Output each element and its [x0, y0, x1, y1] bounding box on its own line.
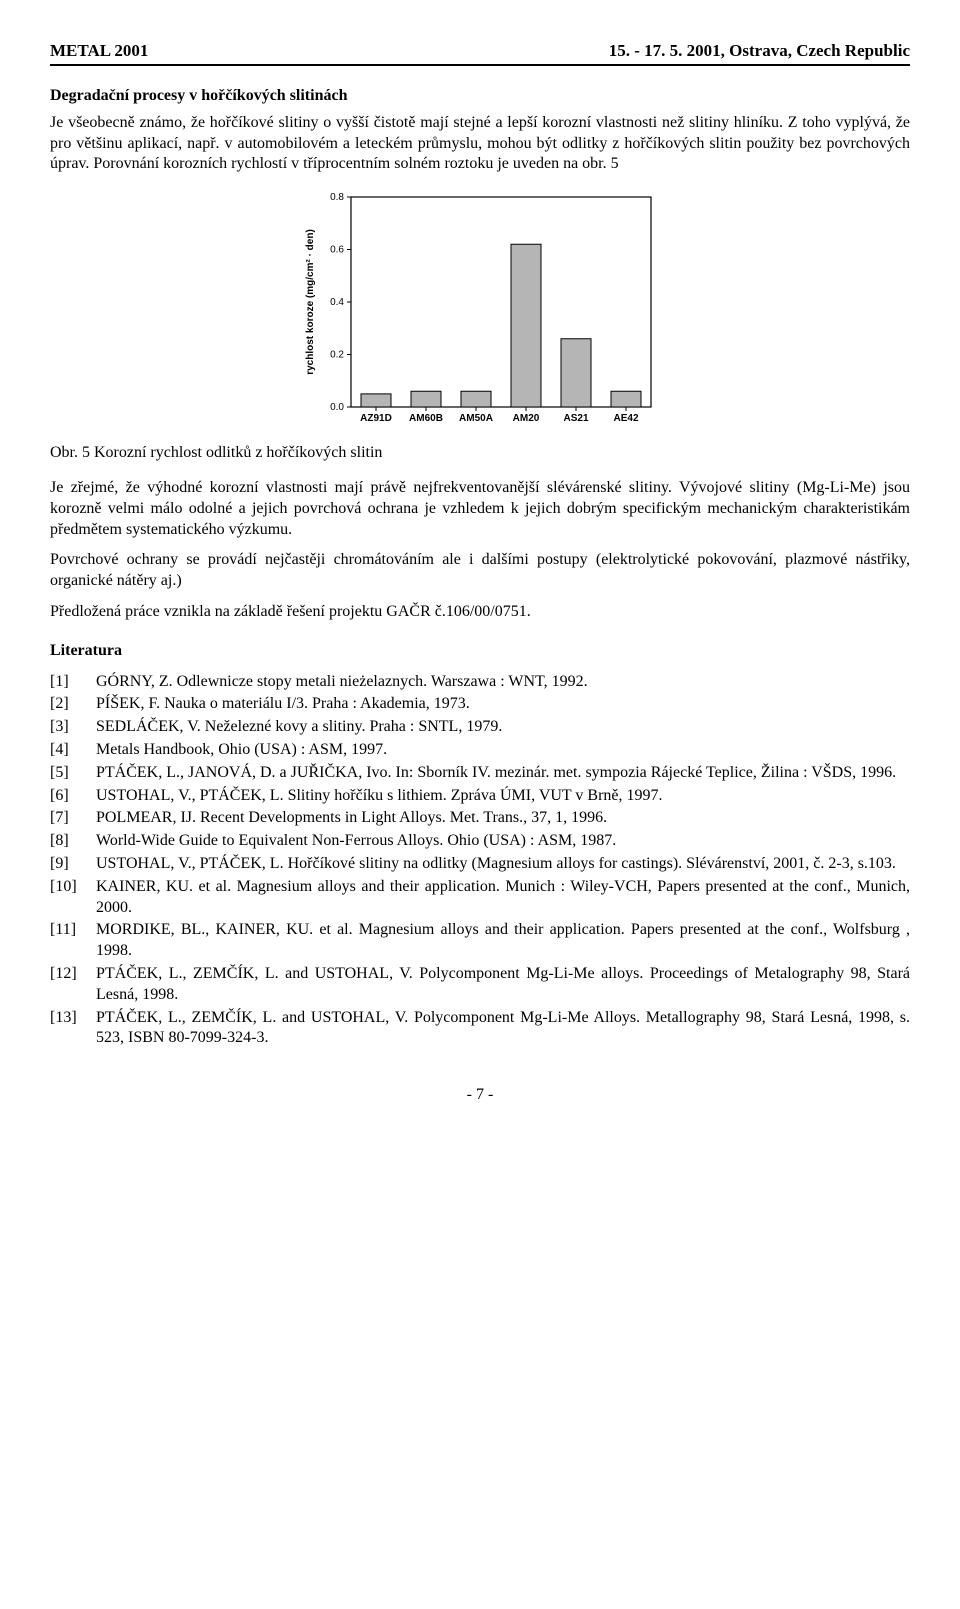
reference-number: [2] — [50, 694, 96, 715]
svg-text:0.8: 0.8 — [330, 192, 344, 203]
reference-number: [6] — [50, 786, 96, 807]
paragraph-2: Je zřejmé, že výhodné korozní vlastnosti… — [50, 478, 910, 540]
reference-item: [11]MORDIKE, BL., KAINER, KU. et al. Mag… — [50, 920, 910, 962]
reference-text: PTÁČEK, L., JANOVÁ, D. a JUŘIČKA, Ivo. I… — [96, 763, 910, 784]
reference-item: [9]USTOHAL, V., PTÁČEK, L. Hořčíkové sli… — [50, 854, 910, 875]
literature-heading: Literatura — [50, 641, 910, 662]
reference-text: Metals Handbook, Ohio (USA) : ASM, 1997. — [96, 740, 910, 761]
svg-text:0.6: 0.6 — [330, 245, 344, 256]
reference-item: [5]PTÁČEK, L., JANOVÁ, D. a JUŘIČKA, Ivo… — [50, 763, 910, 784]
reference-item: [7]POLMEAR, IJ. Recent Developments in L… — [50, 808, 910, 829]
reference-number: [8] — [50, 831, 96, 852]
svg-text:0.4: 0.4 — [330, 297, 344, 308]
reference-text: SEDLÁČEK, V. Neželezné kovy a slitiny. P… — [96, 717, 910, 738]
figure-caption: Obr. 5 Korozní rychlost odlitků z hořčík… — [50, 443, 910, 464]
svg-text:AM20: AM20 — [513, 413, 540, 424]
svg-text:rychlost koroze (mg/cm² · den): rychlost koroze (mg/cm² · den) — [305, 229, 316, 375]
reference-text: PTÁČEK, L., ZEMČÍK, L. and USTOHAL, V. P… — [96, 964, 910, 1006]
svg-text:0.2: 0.2 — [330, 350, 344, 361]
reference-text: USTOHAL, V., PTÁČEK, L. Slitiny hořčíku … — [96, 786, 910, 807]
svg-text:AM50A: AM50A — [459, 413, 493, 424]
reference-list: [1]GÓRNY, Z. Odlewnicze stopy metali nie… — [50, 672, 910, 1050]
reference-text: KAINER, KU. et al. Magnesium alloys and … — [96, 877, 910, 919]
reference-number: [4] — [50, 740, 96, 761]
reference-item: [1]GÓRNY, Z. Odlewnicze stopy metali nie… — [50, 672, 910, 693]
reference-number: [13] — [50, 1008, 96, 1050]
svg-text:AM60B: AM60B — [409, 413, 443, 424]
svg-text:AZ91D: AZ91D — [360, 413, 392, 424]
reference-item: [4]Metals Handbook, Ohio (USA) : ASM, 19… — [50, 740, 910, 761]
reference-number: [5] — [50, 763, 96, 784]
corrosion-chart-svg: 0.0 0.2 0.4 0.6 0.8 rychlost koroze (mg/cm² ·… — [299, 189, 661, 435]
reference-number: [11] — [50, 920, 96, 962]
reference-text: PTÁČEK, L., ZEMČÍK, L. and USTOHAL, V. P… — [96, 1008, 910, 1050]
paragraph-3: Povrchové ochrany se provádí nejčastěji … — [50, 550, 910, 592]
reference-number: [9] — [50, 854, 96, 875]
page-header: METAL 2001 15. - 17. 5. 2001, Ostrava, C… — [50, 40, 910, 66]
reference-number: [10] — [50, 877, 96, 919]
header-left: METAL 2001 — [50, 40, 148, 62]
svg-text:0.0: 0.0 — [330, 402, 344, 413]
reference-text: World-Wide Guide to Equivalent Non-Ferro… — [96, 831, 910, 852]
page-number: - 7 - — [50, 1085, 910, 1106]
corrosion-chart: 0.0 0.2 0.4 0.6 0.8 rychlost koroze (mg/cm² ·… — [50, 189, 910, 435]
reference-item: [12]PTÁČEK, L., ZEMČÍK, L. and USTOHAL, … — [50, 964, 910, 1006]
reference-item: [10]KAINER, KU. et al. Magnesium alloys … — [50, 877, 910, 919]
svg-text:AE42: AE42 — [613, 413, 638, 424]
reference-text: GÓRNY, Z. Odlewnicze stopy metali nieżel… — [96, 672, 910, 693]
reference-item: [6]USTOHAL, V., PTÁČEK, L. Slitiny hořčí… — [50, 786, 910, 807]
reference-text: USTOHAL, V., PTÁČEK, L. Hořčíkové slitin… — [96, 854, 910, 875]
reference-item: [3]SEDLÁČEK, V. Neželezné kovy a slitiny… — [50, 717, 910, 738]
section-title: Degradační procesy v hořčíkových slitiná… — [50, 86, 910, 107]
reference-text: PÍŠEK, F. Nauka o materiálu I/3. Praha :… — [96, 694, 910, 715]
reference-item: [13]PTÁČEK, L., ZEMČÍK, L. and USTOHAL, … — [50, 1008, 910, 1050]
paragraph-1: Je všeobecně známo, že hořčíkové slitiny… — [50, 113, 910, 175]
reference-number: [12] — [50, 964, 96, 1006]
svg-text:AS21: AS21 — [563, 413, 588, 424]
reference-number: [1] — [50, 672, 96, 693]
reference-item: [2]PÍŠEK, F. Nauka o materiálu I/3. Prah… — [50, 694, 910, 715]
paragraph-4: Předložená práce vznikla na základě řeše… — [50, 602, 910, 623]
reference-text: POLMEAR, IJ. Recent Developments in Ligh… — [96, 808, 910, 829]
reference-number: [7] — [50, 808, 96, 829]
reference-text: MORDIKE, BL., KAINER, KU. et al. Magnesi… — [96, 920, 910, 962]
reference-item: [8]World-Wide Guide to Equivalent Non-Fe… — [50, 831, 910, 852]
reference-number: [3] — [50, 717, 96, 738]
header-right: 15. - 17. 5. 2001, Ostrava, Czech Republ… — [609, 40, 910, 62]
